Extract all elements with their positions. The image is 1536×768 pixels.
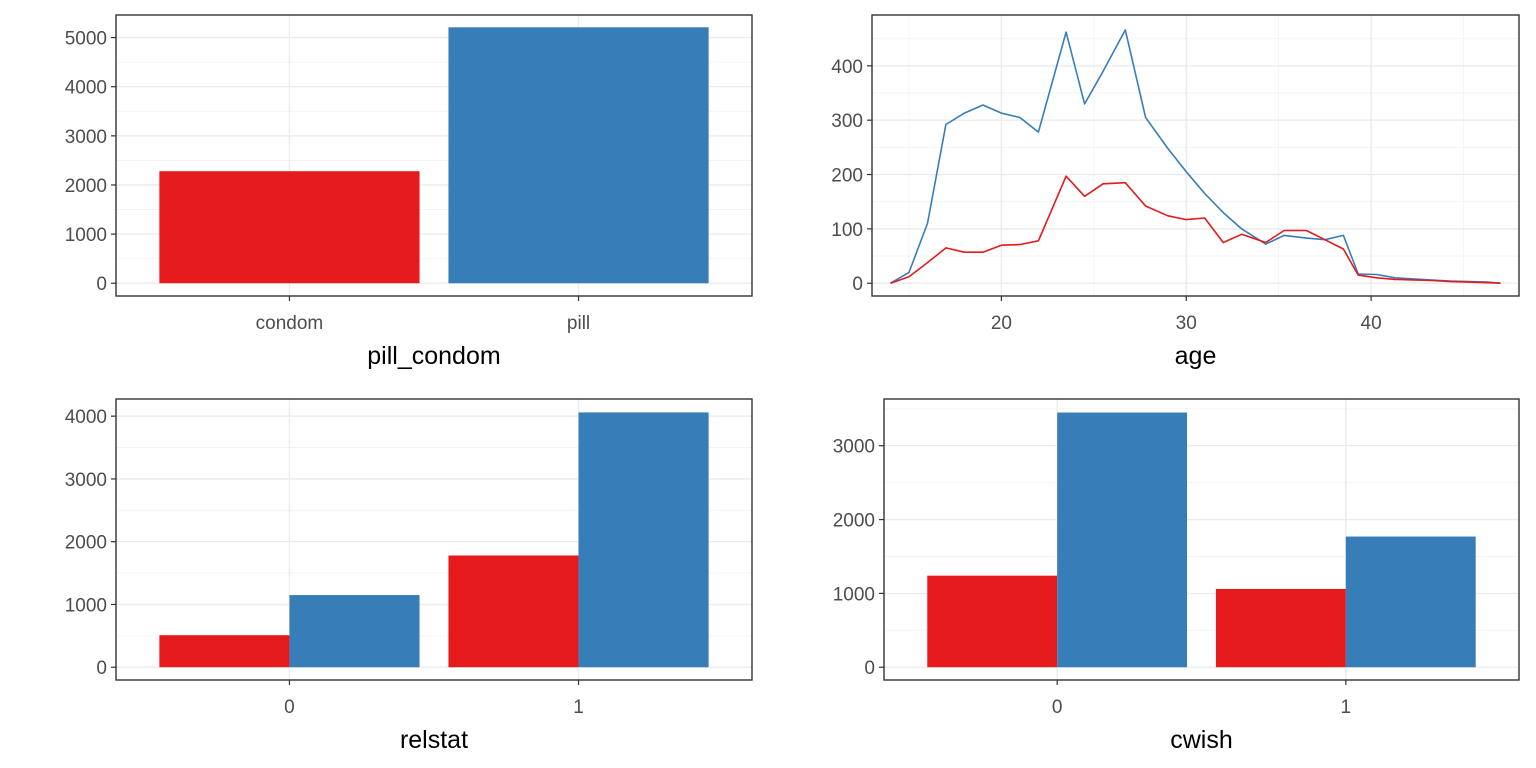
bar-pill-1: [1345, 536, 1476, 668]
y-tick-label: 300: [831, 111, 863, 132]
bar-condom-0: [159, 635, 290, 668]
x-axis-title: cwish: [1170, 726, 1233, 754]
y-tick-label: 1000: [65, 225, 107, 246]
panel-cwish: 0 1000 2000 3000 0 1 cwish: [833, 398, 1520, 754]
y-tick-label: 3000: [833, 437, 875, 458]
bar-pill-0: [1057, 412, 1188, 668]
y-tick-label: 2000: [65, 176, 107, 197]
x-tick-label: 0: [284, 697, 295, 718]
x-axis-title: pill_condom: [367, 342, 500, 370]
x-tick-label: 20: [991, 313, 1012, 334]
y-tick-label: 200: [831, 166, 863, 187]
x-axis-title: age: [1175, 342, 1217, 370]
y-tick-label: 100: [831, 220, 863, 241]
x-tick-label: 1: [573, 697, 584, 718]
x-tick-label: 40: [1361, 313, 1382, 334]
bar-pill-0: [289, 595, 420, 668]
x-tick-label: condom: [256, 313, 324, 334]
line-condom: [890, 175, 1501, 284]
y-tick-label: 1000: [65, 595, 107, 616]
y-tick-label: 0: [852, 274, 863, 295]
y-tick-label: 4000: [65, 407, 107, 428]
panel-border: [883, 398, 1520, 681]
x-tick-label: 0: [1052, 697, 1063, 718]
bar-condom-0: [927, 575, 1058, 668]
bar-condom-1: [448, 555, 579, 668]
panel-age: 0 100 200 300 400 20 30 40 age: [831, 14, 1520, 370]
y-tick-label: 1000: [833, 584, 875, 605]
bar-condom-condom: [159, 171, 420, 284]
x-axis-title: relstat: [400, 726, 468, 754]
panel-border: [115, 14, 753, 297]
x-tick-label: 1: [1341, 697, 1352, 718]
y-tick-label: 3000: [65, 470, 107, 491]
panel-border: [115, 398, 753, 681]
line-pill: [890, 29, 1501, 284]
y-tick-label: 400: [831, 57, 863, 78]
y-tick-label: 5000: [65, 29, 107, 50]
x-tick-label: pill: [567, 313, 590, 334]
y-tick-label: 0: [864, 658, 875, 679]
y-tick-label: 3000: [65, 127, 107, 148]
bar-pill-pill: [448, 27, 709, 284]
y-tick-label: 0: [96, 658, 107, 679]
bar-condom-1: [1215, 588, 1346, 668]
panel-relstat: 0 1000 2000 3000 4000 0 1 relstat: [65, 398, 753, 754]
y-tick-label: 0: [96, 274, 107, 295]
panel-pill_condom: 0 1000 2000 3000 4000 5000 condom pill pill_cond…: [65, 14, 753, 370]
x-tick-label: 30: [1176, 313, 1197, 334]
y-tick-label: 2000: [833, 511, 875, 532]
y-tick-label: 4000: [65, 78, 107, 99]
panel-border: [871, 14, 1520, 297]
bar-pill-1: [578, 412, 709, 668]
y-tick-label: 2000: [65, 533, 107, 554]
